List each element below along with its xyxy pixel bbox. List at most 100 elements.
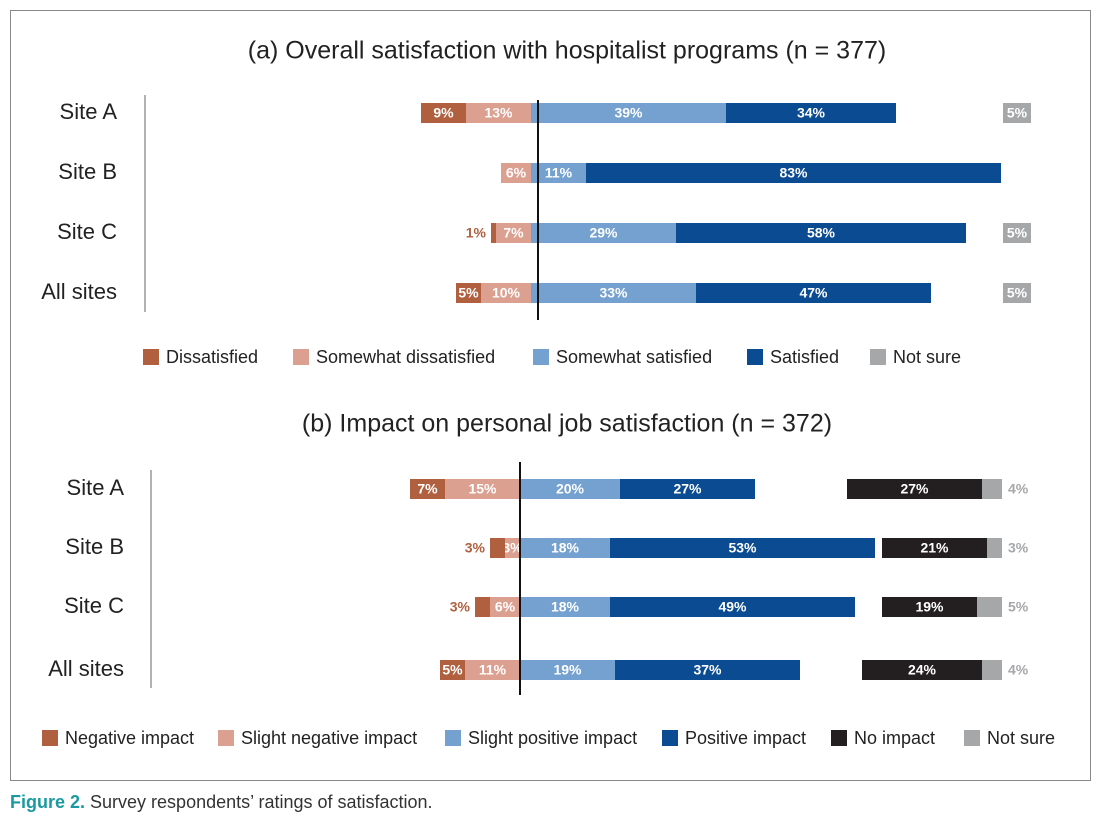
value-label: 19% (553, 662, 582, 678)
bar-segment (440, 660, 465, 680)
bar-segment (520, 538, 610, 558)
value-label: 6% (495, 599, 516, 615)
legend-swatch (870, 349, 886, 365)
value-label: 11% (545, 165, 573, 181)
bar-segment (501, 163, 531, 183)
value-label: 33% (599, 285, 628, 301)
bar-segment (445, 479, 520, 499)
value-label: 3% (502, 540, 523, 556)
category-label: Site A (60, 99, 118, 124)
bar-segment (520, 479, 620, 499)
legend-swatch (293, 349, 309, 365)
bar-segment (847, 479, 982, 499)
bar-segment (610, 538, 875, 558)
caption-label: Figure 2. (10, 792, 86, 812)
value-label: 6% (506, 165, 527, 181)
bar-segment (882, 597, 977, 617)
bar-segment (520, 597, 610, 617)
legend-label: No impact (854, 728, 935, 748)
value-label: 3% (1008, 540, 1029, 556)
legend-swatch (831, 730, 847, 746)
value-label: 39% (614, 105, 643, 121)
value-label: 5% (1008, 599, 1029, 615)
caption: Figure 2. Survey respondents’ ratings of… (10, 792, 433, 813)
chart-title: (a) Overall satisfaction with hospitalis… (248, 37, 886, 65)
bar-segment (615, 660, 800, 680)
bar-segment (466, 103, 531, 123)
category-label: All sites (48, 656, 124, 681)
legend-swatch (533, 349, 549, 365)
caption-text: Survey respondents’ ratings of satisfact… (90, 792, 433, 812)
legend-label: Slight positive impact (468, 728, 637, 748)
value-label: 13% (484, 105, 513, 121)
value-label: 3% (465, 540, 486, 556)
legend-label: Somewhat satisfied (556, 347, 712, 367)
legend-swatch (445, 730, 461, 746)
bar-segment (490, 538, 505, 558)
value-label: 18% (551, 599, 580, 615)
frame (10, 10, 1091, 781)
value-label: 21% (920, 540, 949, 556)
value-label: 47% (799, 285, 828, 301)
legend-label: Not sure (893, 347, 961, 367)
bar-segment (465, 660, 520, 680)
bar-segment (491, 223, 496, 243)
value-label: 4% (1008, 662, 1029, 678)
value-label: 10% (492, 285, 521, 301)
value-label: 15% (468, 481, 497, 497)
bar-segment (475, 597, 490, 617)
value-label: 19% (915, 599, 944, 615)
category-label: All sites (41, 279, 117, 304)
chart-title: (b) Impact on personal job satisfaction … (302, 410, 832, 438)
legend-swatch (964, 730, 980, 746)
value-label: 24% (908, 662, 937, 678)
category-label: Site B (58, 159, 117, 184)
value-label: 5% (1007, 225, 1028, 241)
bar-segment (531, 163, 586, 183)
bar-segment (676, 223, 966, 243)
category-label: Site C (64, 593, 124, 618)
value-label: 37% (693, 662, 722, 678)
legend-swatch (218, 730, 234, 746)
value-label: 4% (1008, 481, 1029, 497)
bar-segment (987, 538, 1002, 558)
value-label: 29% (589, 225, 618, 241)
legend-swatch (747, 349, 763, 365)
legend-label: Satisfied (770, 347, 839, 367)
bar-segment (726, 103, 896, 123)
category-label: Site A (67, 475, 125, 500)
bar-segment (505, 538, 520, 558)
value-label: 83% (779, 165, 808, 181)
value-label: 18% (551, 540, 580, 556)
value-label: 49% (718, 599, 747, 615)
bar-segment (531, 223, 676, 243)
bar-segment (1003, 103, 1031, 123)
value-label: 5% (442, 662, 463, 678)
bar-segment (456, 283, 481, 303)
value-label: 7% (503, 225, 524, 241)
bar-segment (496, 223, 531, 243)
value-label: 1% (466, 225, 487, 241)
bar-segment (977, 597, 1002, 617)
value-label: 20% (556, 481, 585, 497)
bar-segment (982, 660, 1002, 680)
legend-swatch (143, 349, 159, 365)
legend-label: Somewhat dissatisfied (316, 347, 495, 367)
category-label: Site C (57, 219, 117, 244)
legend-label: Slight negative impact (241, 728, 417, 748)
value-label: 5% (1007, 285, 1028, 301)
bar-segment (982, 479, 1002, 499)
bar-segment (531, 283, 696, 303)
value-label: 53% (728, 540, 757, 556)
bar-segment (610, 597, 855, 617)
bar-segment (531, 103, 726, 123)
value-label: 7% (417, 481, 438, 497)
legend-label: Positive impact (685, 728, 806, 748)
bar-segment (520, 660, 615, 680)
value-label: 11% (479, 662, 507, 678)
bar-segment (1003, 283, 1031, 303)
legend-label: Negative impact (65, 728, 194, 748)
bar-segment (421, 103, 466, 123)
value-label: 58% (807, 225, 836, 241)
